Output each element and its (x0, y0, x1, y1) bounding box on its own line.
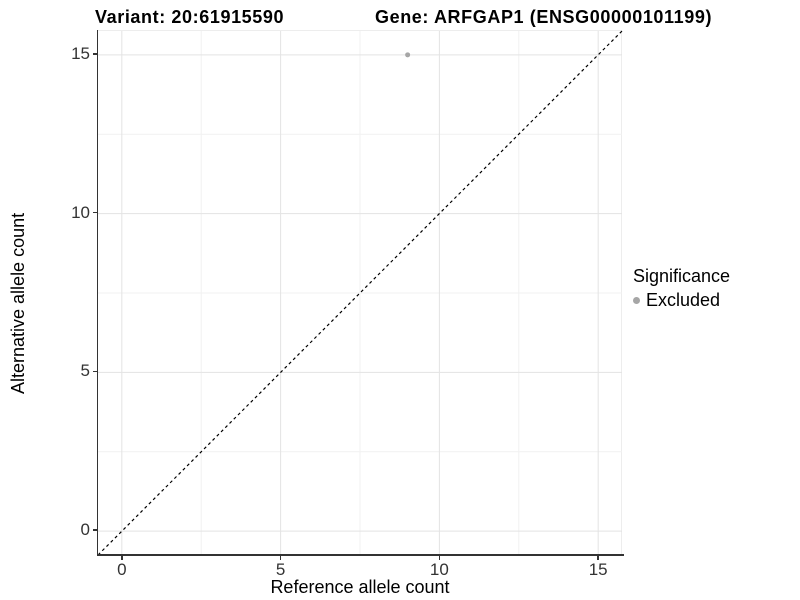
x-tick-mark (279, 555, 282, 560)
y-axis-title: Alternative allele count (8, 212, 28, 394)
legend: Significance Excluded (633, 266, 730, 311)
y-tick-mark (93, 529, 98, 531)
legend-point-icon (633, 297, 640, 304)
data-point-excluded (405, 52, 411, 58)
y-tick-mark (93, 370, 98, 373)
y-tick-mark (93, 211, 98, 214)
x-axis-line (96, 554, 624, 556)
x-tick-mark (438, 555, 441, 560)
y-tick-mark (93, 53, 98, 55)
y-tick-label: 0 (80, 520, 90, 540)
x-tick-label: 5 (275, 560, 286, 579)
x-tick-label: 10 (429, 560, 449, 579)
legend-item-excluded: Excluded (633, 290, 730, 311)
plot-title-variant: Variant: 20:61915590 (95, 7, 285, 27)
plot-panel (97, 30, 623, 556)
y-axis-line (96, 30, 98, 556)
legend-item-label: Excluded (646, 290, 721, 310)
legend-title: Significance (633, 266, 731, 286)
x-tick-mark (121, 555, 123, 560)
x-axis-title: Reference allele count (270, 577, 450, 597)
plot-canvas (97, 30, 623, 556)
y-tick-label: 10 (71, 202, 90, 222)
x-tick-label: 0 (117, 560, 127, 579)
x-tick-mark (597, 555, 599, 560)
x-tick-label: 15 (588, 560, 608, 579)
y-tick-label: 15 (71, 43, 90, 63)
plot-title-gene: Gene: ARFGAP1 (ENSG00000101199) (375, 7, 713, 27)
y-tick-label: 5 (80, 361, 90, 381)
